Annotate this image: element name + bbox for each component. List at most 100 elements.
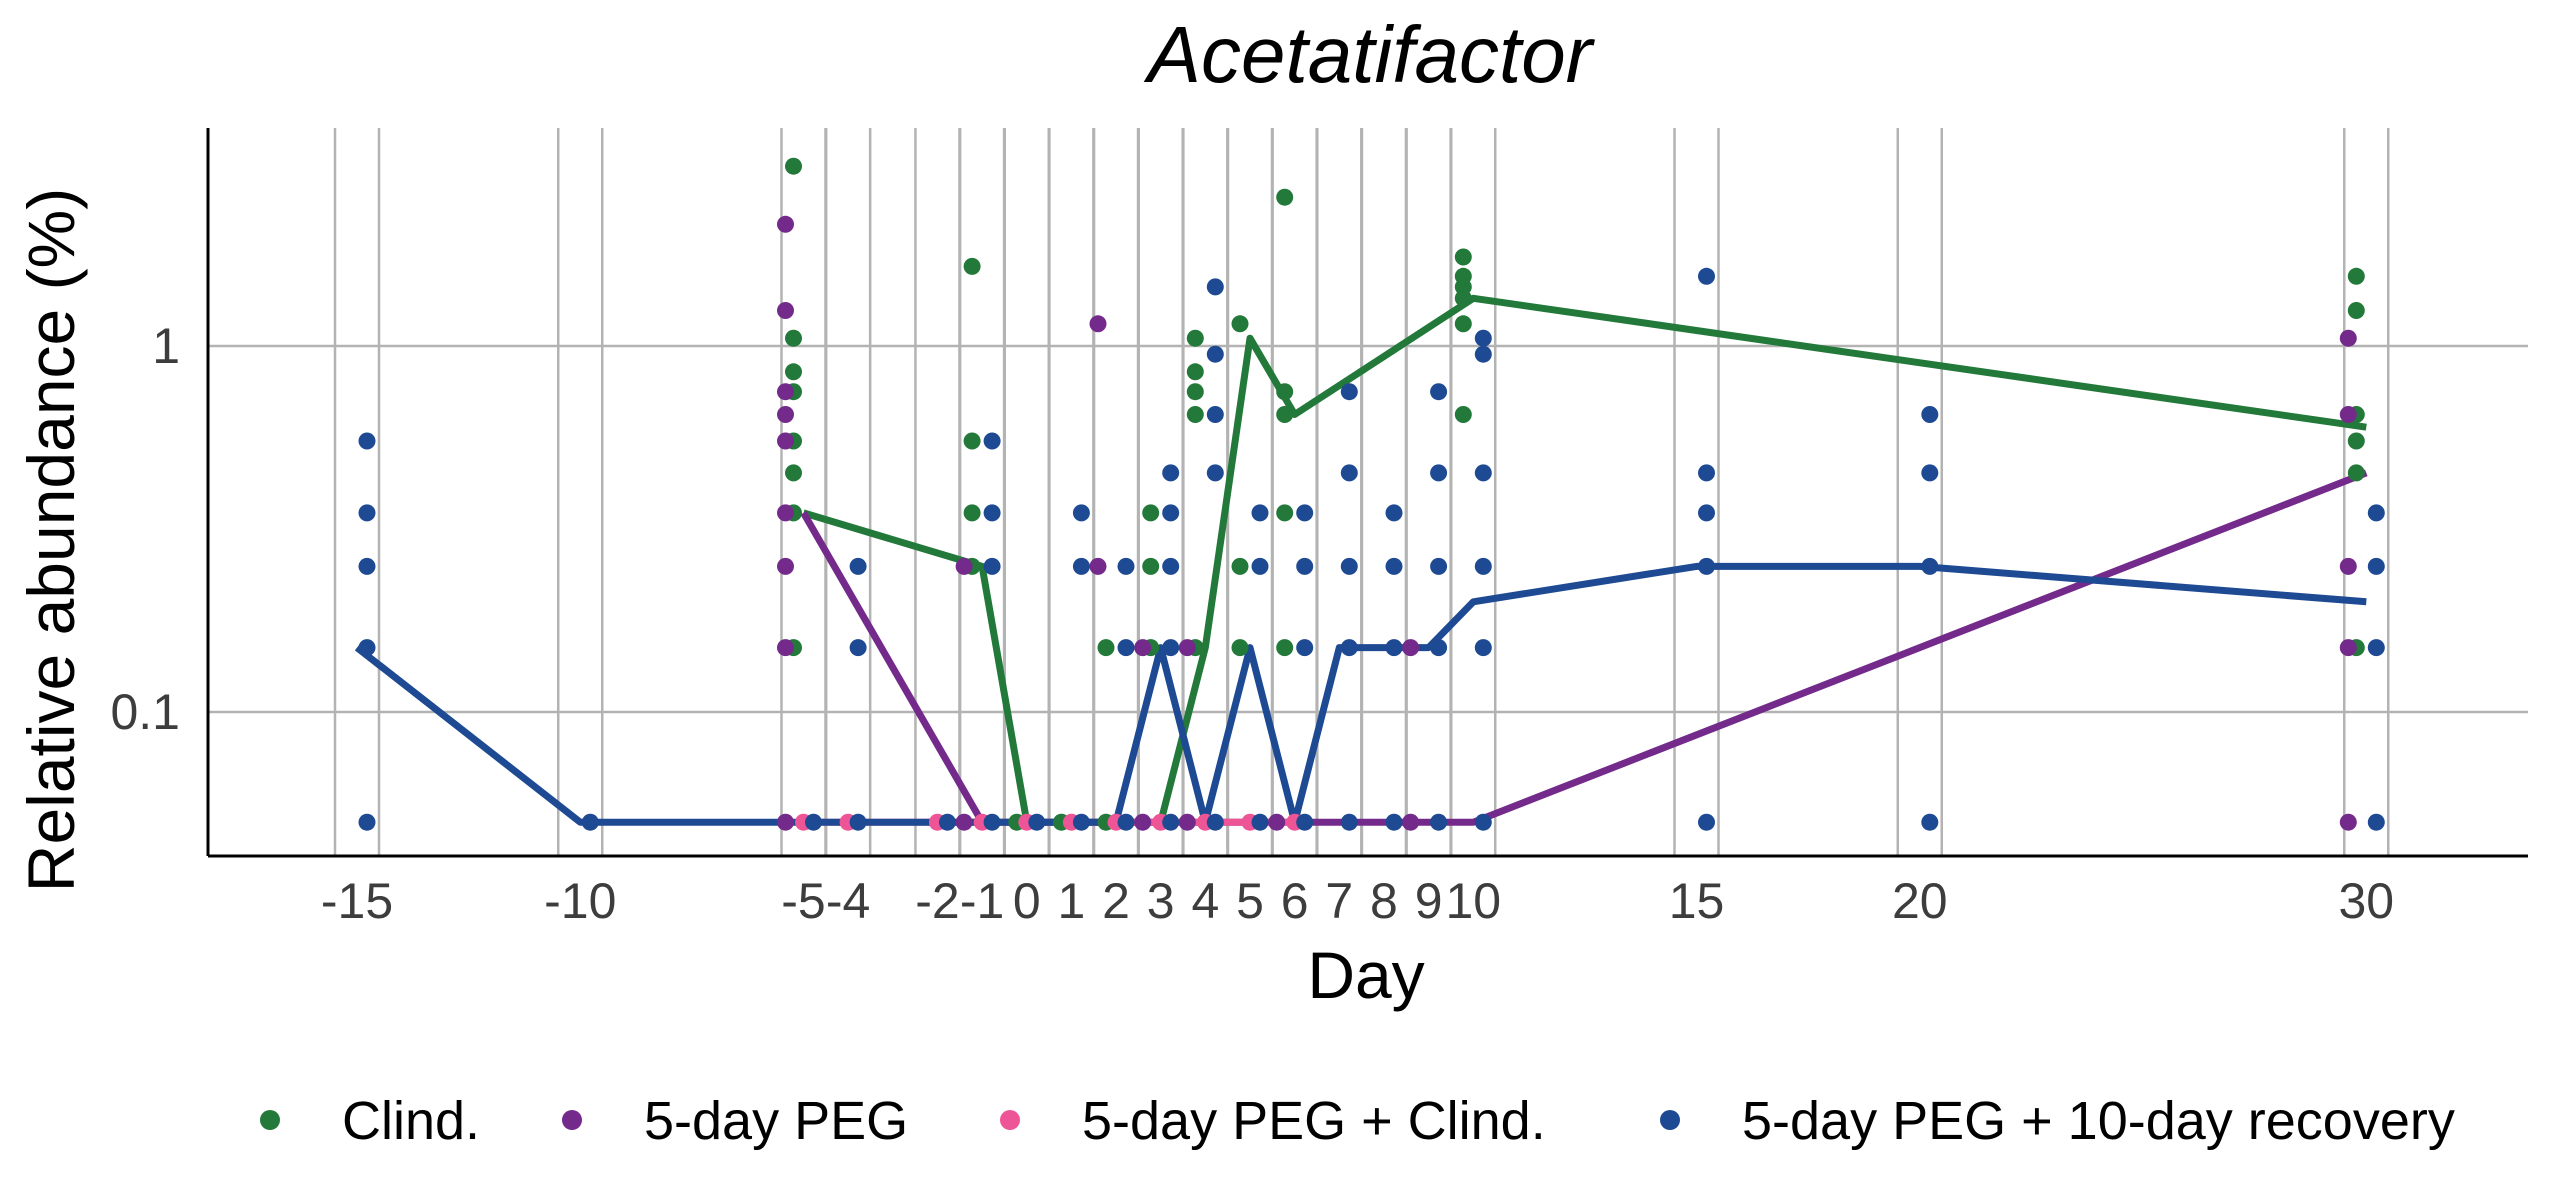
data-point-series-4-58 — [1474, 813, 1492, 831]
data-point-series-1-35 — [1454, 289, 1472, 307]
data-point-series-1-30 — [1276, 504, 1294, 522]
data-point-series-4-9 — [849, 813, 867, 831]
data-point-series-4-13 — [983, 557, 1001, 575]
data-point-series-1-16 — [1142, 504, 1160, 522]
data-point-series-4-70 — [2367, 639, 2385, 657]
legend-marker-4 — [1660, 1110, 1680, 1130]
data-point-series-4-56 — [1474, 557, 1492, 575]
x-tick-label-2: 2 — [1102, 873, 1130, 929]
data-point-series-4-46 — [1385, 639, 1403, 657]
data-point-series-4-10 — [938, 813, 956, 831]
x-tick-label-1: 1 — [1057, 873, 1085, 929]
chart-title: Acetatifactor — [1144, 10, 1596, 99]
data-point-series-4-23 — [1162, 504, 1180, 522]
data-point-series-2-13 — [1134, 639, 1152, 657]
legend-label-1: Clind. — [342, 1091, 480, 1151]
data-point-series-2-11 — [1089, 315, 1107, 333]
x-tick-label--15: -15 — [321, 873, 393, 929]
data-point-series-4-38 — [1296, 813, 1314, 831]
data-point-series-4-22 — [1162, 464, 1180, 482]
data-point-series-4-55 — [1474, 464, 1492, 482]
data-point-series-4-66 — [1921, 557, 1939, 575]
data-point-series-4-28 — [1206, 345, 1224, 363]
data-point-series-4-20 — [1117, 639, 1135, 657]
data-point-series-1-8 — [963, 257, 981, 275]
legend-item-3: 5-day PEG + Clind. — [1000, 1091, 1546, 1151]
data-point-series-4-40 — [1340, 464, 1358, 482]
x-tick-label--1: -1 — [960, 873, 1004, 929]
data-point-series-1-31 — [1276, 639, 1294, 657]
data-point-series-4-0 — [358, 432, 376, 450]
data-point-series-4-49 — [1430, 464, 1448, 482]
data-point-series-4-31 — [1206, 813, 1224, 831]
data-point-series-4-17 — [1072, 557, 1090, 575]
x-tick-label--4: -4 — [826, 873, 870, 929]
x-tick-label-0: 0 — [1013, 873, 1041, 929]
data-point-series-1-21 — [1186, 383, 1204, 401]
data-point-series-4-30 — [1206, 464, 1224, 482]
data-point-series-1-36 — [1454, 315, 1472, 333]
data-point-series-4-37 — [1296, 639, 1314, 657]
data-point-series-4-32 — [1251, 504, 1269, 522]
data-point-series-4-4 — [358, 813, 376, 831]
data-point-series-1-10 — [963, 504, 981, 522]
legend: Clind. 5-day PEG 5-day PEG + Clind. 5-day P… — [260, 1091, 2455, 1151]
data-point-series-1-42 — [2347, 464, 2365, 482]
x-tick-label-4: 4 — [1191, 873, 1219, 929]
data-point-series-4-62 — [1698, 557, 1715, 575]
data-point-series-1-38 — [2347, 267, 2365, 285]
data-point-series-4-36 — [1296, 557, 1314, 575]
data-point-series-2-22 — [2339, 557, 2357, 575]
data-point-series-4-3 — [358, 639, 376, 657]
x-tick-label-3: 3 — [1147, 873, 1175, 929]
data-point-series-4-44 — [1385, 504, 1403, 522]
data-point-series-1-2 — [785, 363, 802, 381]
data-point-series-4-50 — [1430, 557, 1448, 575]
data-point-series-2-14 — [1134, 813, 1152, 831]
data-point-series-4-51 — [1430, 639, 1448, 657]
x-tick-label-30: 30 — [2338, 873, 2394, 929]
points-layer — [358, 157, 2385, 831]
data-point-series-4-45 — [1385, 557, 1403, 575]
data-point-series-4-54 — [1474, 345, 1492, 363]
data-point-series-2-18 — [1402, 639, 1420, 657]
legend-label-2: 5-day PEG — [644, 1091, 908, 1151]
grid-layer — [208, 128, 2528, 856]
legend-item-1: Clind. — [260, 1091, 480, 1151]
data-point-series-2-6 — [777, 557, 794, 575]
series-line-2 — [800, 469, 2368, 826]
legend-marker-2 — [562, 1110, 582, 1130]
data-point-series-4-2 — [358, 557, 376, 575]
x-tick-label--10: -10 — [544, 873, 616, 929]
data-point-series-1-39 — [2347, 302, 2365, 319]
data-point-series-2-0 — [777, 215, 794, 233]
legend-label-3: 5-day PEG + Clind. — [1082, 1091, 1546, 1151]
data-point-series-4-39 — [1340, 383, 1358, 401]
data-point-series-4-43 — [1340, 813, 1358, 831]
data-point-series-2-10 — [955, 813, 973, 831]
data-point-series-2-23 — [2339, 639, 2357, 657]
data-point-series-1-28 — [1276, 383, 1294, 401]
data-point-series-4-52 — [1430, 813, 1448, 831]
data-point-series-4-14 — [983, 813, 1001, 831]
x-tick-label--5: -5 — [781, 873, 825, 929]
data-point-series-2-3 — [777, 406, 794, 423]
data-point-series-4-8 — [849, 639, 867, 657]
data-point-series-2-16 — [1178, 813, 1196, 831]
data-point-series-4-41 — [1340, 557, 1358, 575]
data-point-series-4-33 — [1251, 557, 1269, 575]
data-point-series-4-1 — [358, 504, 376, 522]
data-point-series-2-4 — [777, 432, 794, 450]
x-axis-title: Day — [1307, 938, 1424, 1012]
data-point-series-1-32 — [1454, 248, 1472, 266]
legend-label-4: 5-day PEG + 10-day recovery — [1742, 1091, 2455, 1151]
x-tick-label-9: 9 — [1415, 873, 1443, 929]
data-point-series-4-65 — [1921, 464, 1939, 482]
data-point-series-1-26 — [1231, 639, 1249, 657]
data-point-series-2-17 — [1268, 813, 1286, 831]
data-point-series-2-12 — [1089, 557, 1107, 575]
data-point-series-2-24 — [2339, 813, 2357, 831]
data-point-series-4-67 — [1921, 813, 1939, 831]
data-point-series-1-37 — [1454, 406, 1472, 423]
data-point-series-1-29 — [1276, 406, 1294, 423]
